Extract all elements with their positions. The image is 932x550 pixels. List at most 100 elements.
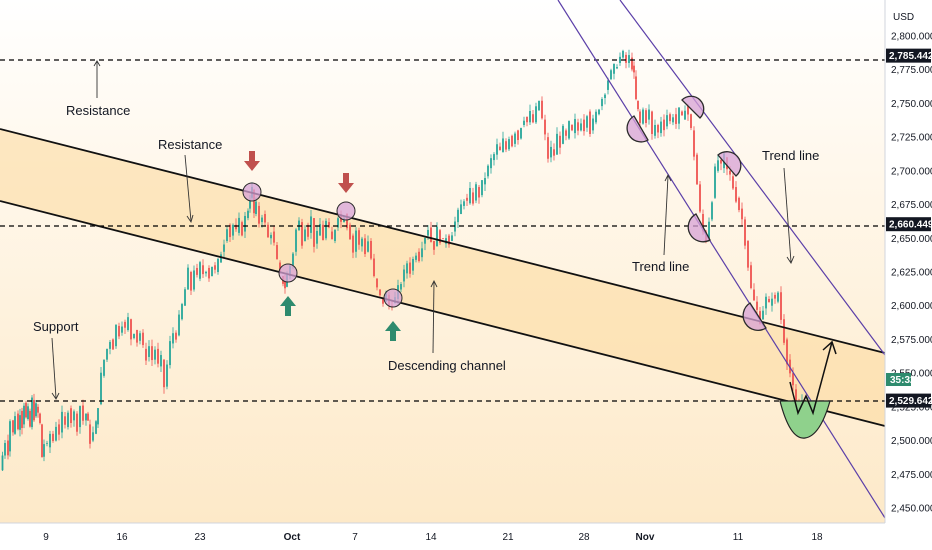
candle-body [4, 442, 6, 456]
price-tick-label: 2,625.000 [891, 268, 932, 279]
price-tick-label: 2,675.000 [891, 200, 932, 211]
candle-body [295, 229, 297, 252]
down-arrow-icon [244, 151, 260, 171]
candle-body [61, 411, 63, 433]
candle-body [184, 289, 186, 306]
candle-body [406, 263, 408, 274]
candle-body [400, 284, 402, 290]
price-axis[interactable] [885, 0, 932, 550]
price-tick-label: 2,475.000 [891, 470, 932, 481]
level-tags: 2,785.442 2,660.449 2,529.642 [886, 48, 932, 408]
pointer-line [783, 167, 792, 263]
candle-body [319, 224, 321, 236]
candle-body [663, 119, 665, 131]
trend-line-lower[interactable] [557, 0, 886, 519]
candle-body [532, 114, 534, 123]
candle-body [25, 402, 27, 418]
candle-body [472, 192, 474, 204]
candle-body [235, 224, 237, 230]
candle-body [601, 98, 603, 107]
channel-lower-line[interactable] [0, 200, 886, 427]
candle-body [328, 222, 330, 228]
candle-body [103, 359, 105, 376]
level-tag [886, 48, 931, 63]
candle-body [625, 54, 627, 63]
candle-body [765, 296, 767, 309]
candle-body [783, 319, 785, 343]
pointer-arrowhead [93, 60, 101, 67]
candle-body [633, 65, 635, 73]
candle-body [41, 424, 43, 458]
candle-body [316, 230, 318, 244]
candle-body [427, 229, 429, 236]
descending-channel-band [0, 129, 885, 426]
candle-body [127, 317, 129, 330]
label-trend-line-left: Trend line [632, 259, 689, 274]
candle-body [355, 230, 357, 252]
time-tick-label: 14 [425, 532, 437, 543]
candle-body [211, 266, 213, 277]
level-tag-text: 2,529.642 [889, 396, 932, 407]
time-tick-label: 7 [352, 532, 358, 543]
price-tick-label: 2,700.000 [891, 166, 932, 177]
candle-body [202, 265, 204, 275]
level-tag-text: 2,660.449 [889, 220, 932, 231]
candle-body [79, 406, 81, 428]
candle-body [687, 106, 689, 115]
candle-body [523, 120, 525, 126]
last-price-tag-text: 35:32 [890, 375, 916, 386]
candle-body [89, 424, 91, 444]
candle-body [64, 416, 66, 425]
candle-body [756, 301, 758, 310]
candle-body [258, 205, 260, 224]
candle-body [244, 215, 246, 232]
candle-body [261, 217, 263, 223]
candle-body [613, 63, 615, 74]
candle-body [376, 278, 378, 288]
candle-body [292, 253, 294, 266]
price-tick-label: 2,525.000 [891, 402, 932, 413]
touch-circle [278, 263, 298, 283]
candle-body [547, 137, 549, 159]
candle-body [589, 111, 591, 134]
candle-body [160, 355, 162, 367]
candle-body [678, 107, 680, 124]
candle-body [76, 413, 78, 432]
candle-body [249, 201, 251, 209]
candle-body [169, 341, 171, 366]
candle-body [148, 346, 150, 357]
touch-circle [242, 182, 262, 202]
double-bottom-shape [779, 400, 831, 439]
candle-body [1, 455, 4, 471]
candle-body [418, 251, 420, 262]
candle-body [699, 184, 701, 212]
candle-body [604, 94, 606, 99]
candle-body [619, 56, 621, 63]
candle-body [645, 110, 647, 124]
time-tick-label: 9 [43, 532, 49, 543]
candle-body [657, 125, 659, 133]
candle-body [502, 138, 504, 152]
candle-body [774, 294, 776, 299]
up-arrow-icon [280, 296, 296, 316]
channel-upper-line[interactable] [0, 128, 886, 354]
candle-body [493, 154, 495, 161]
candle-body [433, 240, 435, 250]
candle-body [642, 109, 644, 124]
time-axis[interactable] [0, 523, 885, 550]
candle-body [768, 298, 770, 303]
candle-body [136, 329, 138, 343]
candle-body [717, 160, 719, 171]
candle-body [284, 281, 286, 289]
candle-body [279, 262, 281, 273]
candle-body [439, 230, 441, 243]
candle-body [538, 100, 540, 111]
candle-body [592, 118, 594, 131]
trend-line-upper[interactable] [619, 0, 886, 356]
candle-body [97, 408, 99, 425]
label-trend-line-right: Trend line [762, 148, 819, 163]
candle-body [70, 408, 72, 424]
candle-body [276, 245, 278, 260]
candle-body [33, 400, 35, 421]
